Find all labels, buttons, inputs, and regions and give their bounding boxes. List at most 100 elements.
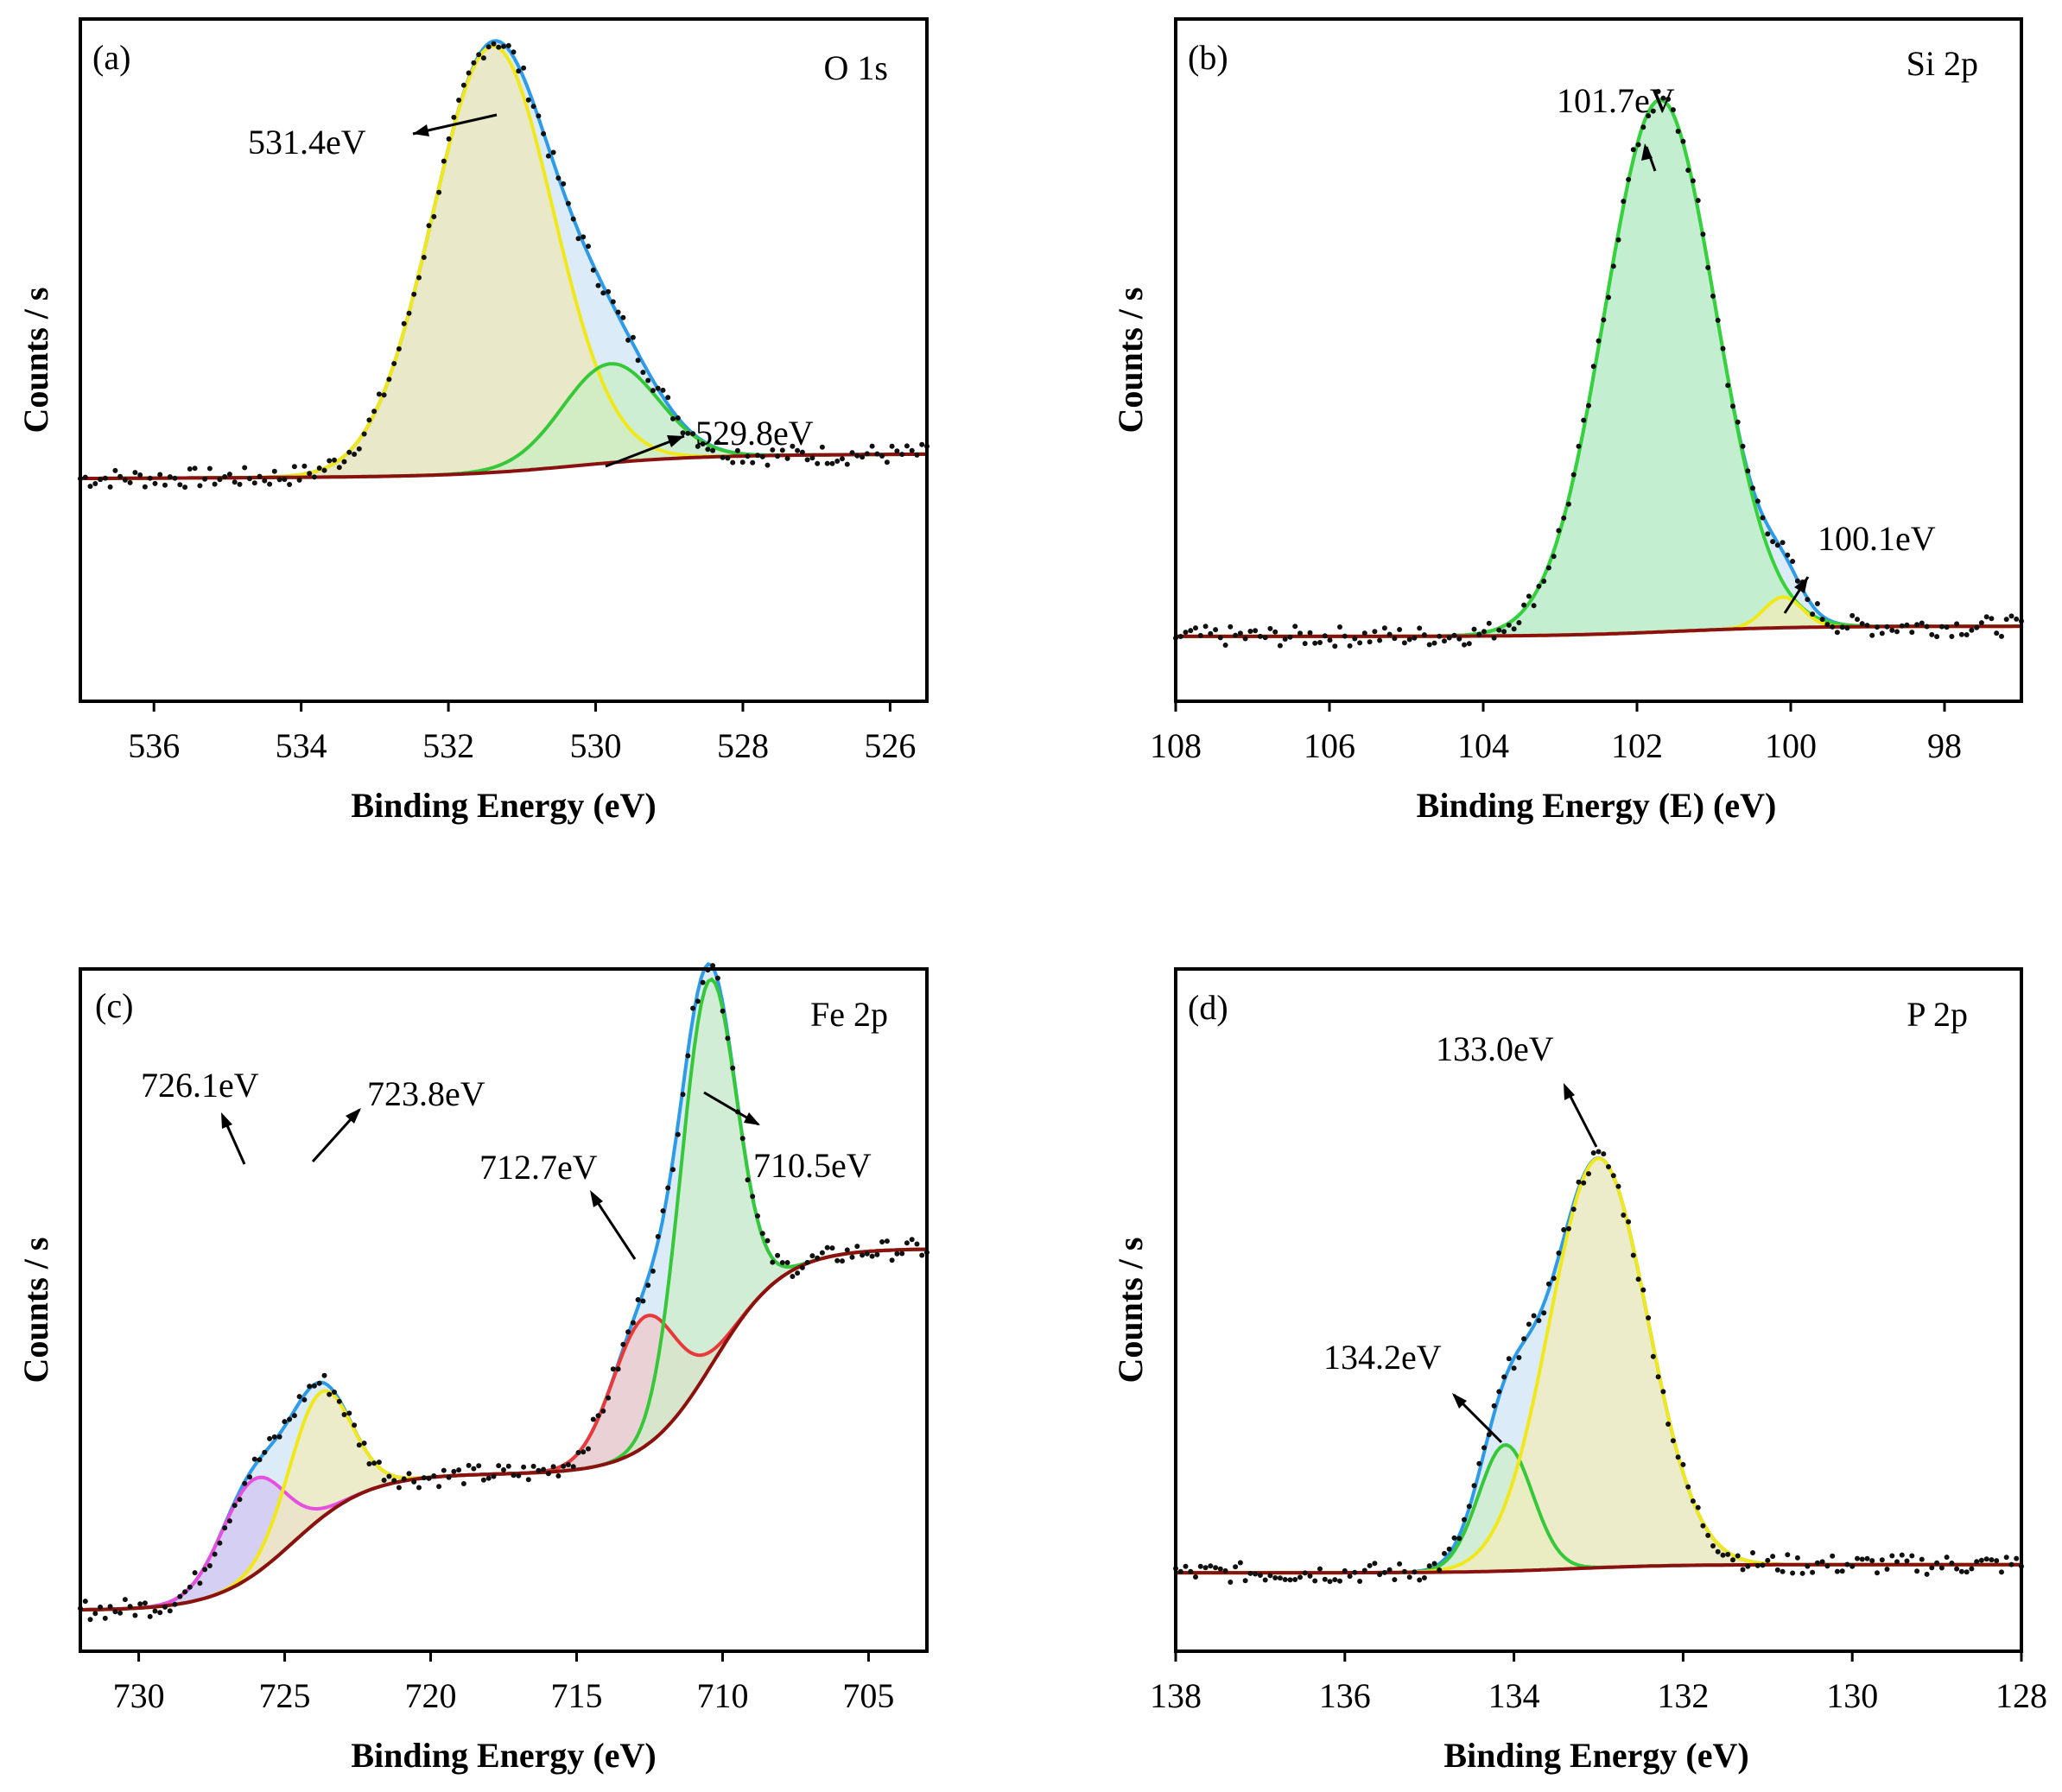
- peak-726.1-fill: [80, 1249, 927, 1610]
- data-point: [157, 472, 163, 478]
- data-point: [860, 454, 866, 460]
- data-point: [1994, 630, 2000, 636]
- data-point: [1297, 630, 1303, 636]
- data-point: [610, 299, 616, 305]
- data-point: [1630, 1252, 1636, 1258]
- data-point: [501, 1467, 506, 1472]
- data-point: [1770, 1554, 1776, 1560]
- data-point: [1790, 1570, 1796, 1576]
- data-point: [1814, 601, 1820, 606]
- x-tick-label: 536: [128, 726, 180, 765]
- data-point: [107, 484, 113, 490]
- data-point: [2003, 617, 2009, 623]
- data-point: [1401, 640, 1407, 646]
- data-point: [581, 1449, 587, 1455]
- data-point: [1974, 624, 1980, 630]
- data-point: [352, 1422, 358, 1428]
- data-point: [1695, 1504, 1701, 1510]
- annotation-133.0: 133.0eV: [1436, 1029, 1598, 1148]
- x-axis-title-d: Binding Energy (eV): [1443, 1736, 1748, 1775]
- data-point: [267, 481, 273, 487]
- data-point: [296, 477, 302, 483]
- data-point: [1486, 1432, 1492, 1438]
- data-point: [237, 481, 243, 487]
- data-point: [336, 465, 342, 471]
- data-point: [739, 1136, 745, 1142]
- data-point: [650, 1268, 656, 1274]
- data-point: [680, 430, 686, 436]
- data-point: [1760, 515, 1766, 521]
- data-point: [460, 1481, 466, 1486]
- data-point: [590, 1416, 596, 1422]
- data-point: [680, 1092, 686, 1098]
- data-point: [1491, 635, 1497, 641]
- data-point: [456, 98, 462, 103]
- data-point: [226, 472, 232, 478]
- data-point: [396, 1485, 402, 1491]
- data-point: [799, 449, 805, 455]
- data-point: [1964, 1569, 1970, 1575]
- data-point: [127, 1604, 133, 1610]
- data-point: [1242, 1578, 1248, 1584]
- data-point: [1581, 417, 1587, 423]
- data-point: [1745, 1563, 1751, 1569]
- data-point: [356, 446, 362, 452]
- data-point: [341, 1412, 347, 1417]
- arrowhead-529.8: [667, 435, 684, 447]
- data-point: [1257, 633, 1263, 639]
- data-point: [1949, 634, 1955, 639]
- data-point: [386, 377, 392, 383]
- data-point: [625, 1329, 631, 1335]
- data-point: [206, 1563, 213, 1568]
- data-point: [1601, 1151, 1607, 1157]
- data-point: [1750, 1550, 1755, 1555]
- data-point: [1924, 624, 1930, 630]
- data-point: [730, 1065, 736, 1071]
- data-point: [914, 452, 920, 458]
- data-point: [779, 1260, 785, 1265]
- data-point: [695, 998, 701, 1004]
- data-point: [620, 1341, 626, 1347]
- arrowhead-100.1: [1794, 577, 1808, 593]
- data-point: [586, 1446, 591, 1452]
- data-point: [670, 1167, 676, 1173]
- data-point: [2014, 616, 2020, 622]
- data-point: [1635, 1276, 1641, 1282]
- data-point: [1670, 1438, 1676, 1444]
- data-point: [1247, 1570, 1253, 1576]
- raw-data-points: [78, 963, 929, 1623]
- peak-label-723.8: 723.8eV: [367, 1074, 485, 1113]
- data-point: [162, 482, 168, 488]
- data-point: [1938, 1565, 1945, 1571]
- data-point: [675, 1131, 681, 1137]
- data-point: [784, 1260, 790, 1265]
- data-point: [505, 42, 511, 48]
- x-tick-label: 705: [842, 1676, 894, 1715]
- data-point: [217, 1540, 223, 1546]
- data-point: [899, 1251, 905, 1257]
- data-point: [879, 453, 885, 459]
- data-point: [1526, 1321, 1532, 1327]
- data-point: [1197, 1563, 1203, 1569]
- peak-label-100.1: 100.1eV: [1818, 519, 1936, 558]
- data-point: [1810, 611, 1816, 617]
- data-point: [1655, 89, 1661, 94]
- data-point: [1570, 472, 1577, 478]
- data-point: [132, 1612, 138, 1618]
- data-point: [1864, 1555, 1870, 1561]
- data-point: [426, 1475, 432, 1481]
- data-point: [1442, 638, 1447, 644]
- data-point: [755, 453, 760, 459]
- data-point: [1590, 1150, 1596, 1156]
- data-point: [451, 1468, 457, 1474]
- data-point: [1228, 624, 1234, 630]
- data-point: [1819, 617, 1825, 623]
- data-point: [829, 460, 835, 466]
- data-point: [1392, 636, 1398, 642]
- data-point: [1919, 1556, 1925, 1562]
- plot-area-c: [78, 962, 929, 1623]
- data-point: [421, 1475, 427, 1481]
- peak-531.4-fill: [80, 46, 927, 479]
- data-point: [1974, 1559, 1980, 1565]
